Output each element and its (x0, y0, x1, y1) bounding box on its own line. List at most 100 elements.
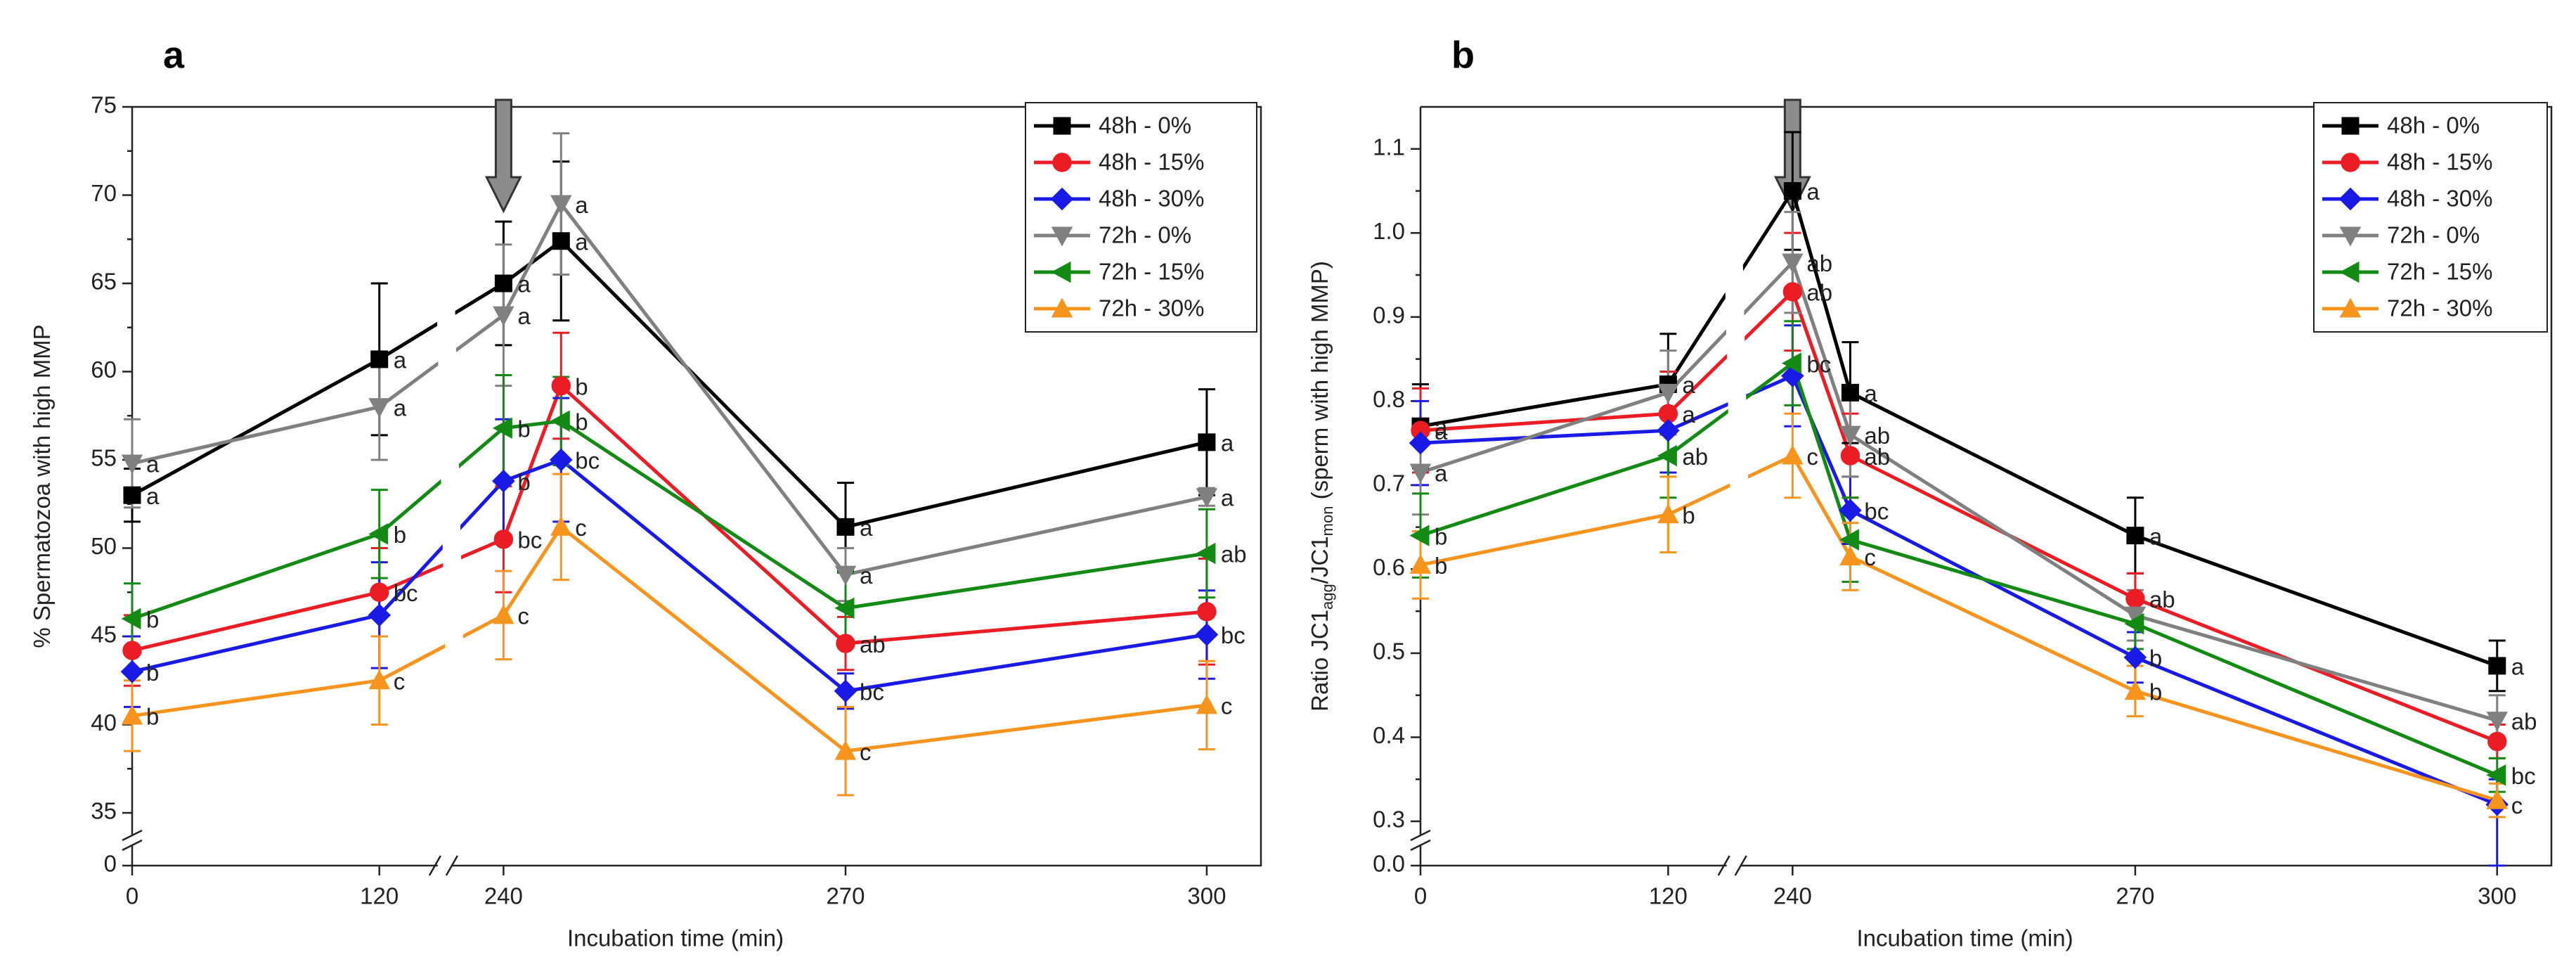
marker (2126, 527, 2144, 545)
significance-letter: c (517, 603, 529, 629)
marker (1781, 352, 1801, 374)
series-line (131, 200, 1208, 577)
marker (2486, 789, 2509, 809)
significance-letter: c (394, 668, 406, 694)
marker (494, 274, 512, 293)
legend-box (2313, 102, 2548, 333)
y-tick-label: 55 (91, 445, 117, 471)
marker (1841, 383, 1859, 402)
y-tick-label: 65 (91, 269, 117, 295)
marker (2486, 764, 2506, 786)
significance-letter: ab (1221, 541, 1247, 567)
y-axis-label-part: Ratio JC1 (1307, 610, 1333, 712)
legend-marker (2339, 226, 2362, 247)
marker (836, 634, 855, 653)
legend-marker (2341, 117, 2360, 135)
panel: a 0 35 40 45 50 55 60 65 70 75 0 120 240 270 300 Incubat… (29, 34, 1262, 951)
marker (1839, 529, 1859, 551)
marker (1782, 253, 1804, 274)
marker (834, 565, 857, 586)
significance-letter: a (860, 515, 873, 541)
marker (493, 604, 514, 624)
y-tick-label: 35 (91, 798, 117, 824)
y-tick-label: 0.8 (1373, 386, 1405, 412)
marker (1196, 694, 1218, 714)
significance-letter: a (1221, 484, 1234, 511)
y-tick-label: 0.5 (1373, 638, 1405, 664)
marker (1409, 431, 1432, 455)
significance-letter: a (2511, 654, 2525, 680)
legend-label: 48h - 30% (2387, 186, 2492, 212)
legend-marker (2339, 297, 2362, 318)
marker (2125, 589, 2145, 608)
series-line (131, 458, 1208, 693)
marker (1839, 499, 1862, 522)
significance-letter: bc (1806, 351, 1831, 377)
y-tick-label: 0.0 (1373, 851, 1405, 877)
significance-letter: a (575, 229, 588, 255)
significance-letter: bc (394, 580, 418, 606)
significance-letter: a (860, 563, 873, 589)
x-tick-label: 0 (126, 883, 138, 909)
series-line (1420, 259, 2498, 722)
significance-letter: bc (2511, 763, 2536, 789)
significance-letter: b (575, 373, 588, 399)
marker (1409, 525, 1430, 546)
significance-letter: b (1435, 523, 1447, 549)
significance-letter: a (1435, 418, 1448, 444)
marker (368, 398, 390, 418)
y-tick-label: 75 (91, 92, 117, 118)
y-tick-label: 0.3 (1373, 807, 1405, 833)
significance-letter: c (1806, 444, 1818, 470)
marker (120, 660, 144, 683)
legend-label: 72h - 15% (1099, 259, 1204, 285)
series-line (131, 383, 1208, 653)
marker (1657, 503, 1679, 524)
marker (493, 529, 514, 549)
marker (834, 597, 855, 619)
y-tick-label: 1.1 (1373, 134, 1405, 160)
axis-break (122, 829, 458, 876)
legend-label: 72h - 0% (2387, 222, 2480, 248)
panel-label: b (1451, 34, 1475, 76)
y-axis-label: % Spermatozoa with high MMP (29, 324, 55, 648)
legend-label: 72h - 30% (1099, 295, 1204, 321)
panel: b 0.0 0.3 0.4 0.5 0.6 0.7 0.8 0.9 1.0 1.1 0 120 240 27… (1307, 34, 2553, 951)
x-tick-label: 300 (2478, 883, 2516, 909)
marker (1657, 444, 1677, 467)
significance-letter: ab (1806, 280, 1832, 306)
legend-marker (1050, 187, 1074, 211)
significance-letter: b (146, 660, 159, 686)
series-line (1420, 453, 2498, 802)
significance-letter: a (575, 192, 588, 218)
significance-letter: ab (2149, 586, 2175, 612)
significance-letter: a (517, 303, 531, 329)
legend-label: 48h - 0% (2387, 113, 2480, 139)
marker (834, 740, 857, 760)
significance-letter: b (2149, 679, 2162, 705)
arrow (484, 98, 522, 214)
legend-label: 72h - 15% (2387, 259, 2492, 285)
marker (1839, 425, 1861, 446)
significance-letter: c (1221, 693, 1233, 719)
significance-letter: bc (517, 527, 542, 553)
y-tick-label: 60 (91, 357, 117, 383)
legend-label: 72h - 30% (2387, 295, 2492, 321)
y-tick-label: 70 (91, 180, 117, 206)
marker (552, 232, 570, 250)
marker (1196, 488, 1218, 508)
y-tick-label: 0.7 (1373, 470, 1405, 496)
significance-letter: ab (1682, 444, 1708, 470)
y-axis-label-part: agg (1319, 584, 1336, 610)
marker (1195, 623, 1219, 646)
marker (1657, 383, 1679, 404)
x-tick-label: 300 (1187, 883, 1226, 909)
marker (368, 603, 391, 627)
x-tick-label: 240 (484, 883, 523, 909)
y-tick-label: 0 (104, 851, 117, 877)
legend-box (1025, 102, 1257, 333)
legend-marker (1053, 117, 1071, 135)
marker (368, 523, 389, 545)
significance-letter: a (1435, 461, 1448, 487)
y-axis-label-part: /JC1 (1307, 536, 1333, 584)
